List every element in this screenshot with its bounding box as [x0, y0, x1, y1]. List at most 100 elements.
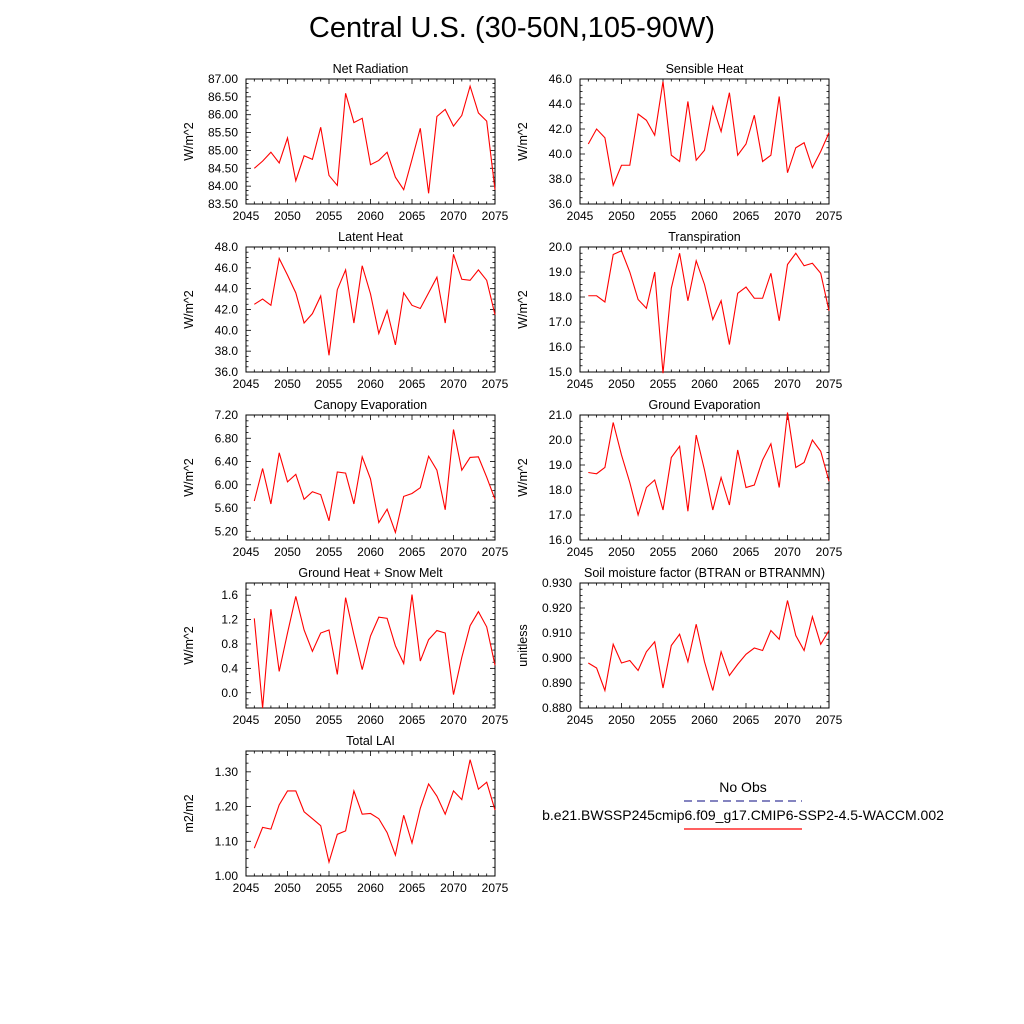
- y-axis-label: unitless: [516, 624, 530, 666]
- x-tick-label: 2065: [733, 377, 760, 391]
- x-tick-label: 2050: [608, 377, 635, 391]
- x-tick-label: 2060: [357, 377, 384, 391]
- x-tick-label: 2060: [357, 881, 384, 895]
- x-tick-label: 2055: [316, 881, 343, 895]
- x-tick-label: 2045: [567, 545, 594, 559]
- y-tick-label: 85.00: [208, 143, 238, 157]
- x-tick-label: 2045: [233, 881, 260, 895]
- y-tick-label: 38.0: [549, 172, 573, 186]
- x-tick-label: 2045: [233, 377, 260, 391]
- x-tick-label: 2055: [316, 377, 343, 391]
- x-tick-label: 2075: [482, 209, 509, 223]
- x-tick-label: 2050: [274, 713, 301, 727]
- y-tick-label: 18.0: [549, 290, 573, 304]
- y-tick-label: 36.0: [549, 197, 573, 211]
- series-line: [253, 84, 496, 194]
- y-tick-label: 36.0: [215, 365, 239, 379]
- legend-label-no-obs: No Obs: [719, 779, 767, 795]
- y-tick-label: 0.880: [542, 701, 572, 715]
- plot-frame: [579, 78, 830, 205]
- x-tick-label: 2070: [774, 713, 801, 727]
- series-line: [588, 412, 830, 518]
- y-tick-label: 1.20: [215, 800, 239, 814]
- y-tick-label: 38.0: [215, 344, 239, 358]
- chart-panel-2: Sensible Heat W/m^2 2045 2050 2055 2060 2065 20…: [516, 62, 843, 223]
- series-line: [254, 254, 496, 356]
- y-tick-label: 7.20: [215, 408, 239, 422]
- x-tick-label: 2045: [567, 209, 594, 223]
- y-tick-label: 0.890: [542, 676, 572, 690]
- chart-title: Total LAI: [346, 734, 395, 748]
- y-tick-label: 1.10: [215, 834, 239, 848]
- y-tick-label: 42.0: [549, 122, 573, 136]
- y-tick-label: 6.40: [215, 455, 239, 469]
- x-tick-label: 2050: [608, 713, 635, 727]
- x-tick-label: 2045: [567, 713, 594, 727]
- x-tick-label: 2050: [608, 209, 635, 223]
- y-tick-label: 16.0: [549, 340, 573, 354]
- chart-panel-3: Latent Heat W/m^2 2045 2050 2055 2060 2065 2070…: [182, 230, 509, 391]
- y-tick-label: 18.0: [549, 483, 573, 497]
- x-tick-label: 2050: [274, 545, 301, 559]
- page-title: Central U.S. (30-50N,105-90W): [308, 12, 716, 44]
- x-tick-label: 2055: [316, 545, 343, 559]
- x-tick-label: 2075: [816, 377, 843, 391]
- x-tick-label: 2045: [567, 377, 594, 391]
- y-tick-label: 16.0: [549, 533, 573, 547]
- y-tick-label: 86.00: [208, 108, 238, 122]
- y-axis-label: W/m^2: [182, 122, 196, 161]
- y-tick-label: 0.0: [221, 686, 238, 700]
- y-tick-label: 86.50: [208, 90, 238, 104]
- legend-line-no-obs: [684, 800, 802, 802]
- y-axis-label: W/m^2: [182, 290, 196, 329]
- y-tick-label: 17.0: [549, 508, 573, 522]
- y-tick-label: 83.50: [208, 197, 238, 211]
- chart-panel-9: Total LAI m2/m2 2045 2050 2055 2060 2065 2070 20…: [182, 734, 509, 895]
- x-tick-label: 2055: [650, 209, 677, 223]
- chart-title: Transpiration: [668, 230, 741, 244]
- chart-panel-8: Soil moisture factor (BTRAN or BTRANMN) u…: [516, 566, 843, 727]
- x-tick-label: 2050: [274, 209, 301, 223]
- x-tick-label: 2055: [650, 713, 677, 727]
- y-tick-label: 85.50: [208, 126, 238, 140]
- series-line: [587, 81, 830, 188]
- y-axis-label: W/m^2: [182, 626, 196, 665]
- y-axis-label: W/m^2: [516, 458, 530, 497]
- y-tick-label: 48.0: [215, 240, 239, 254]
- chart-title: Latent Heat: [338, 230, 403, 244]
- chart-panel-1: Net Radiation W/m^2 2045 2050 2055 2060 2065 20…: [182, 62, 509, 223]
- plot-frame: [579, 414, 830, 541]
- y-tick-label: 44.0: [215, 282, 239, 296]
- plot-frame: [579, 246, 830, 373]
- y-tick-label: 19.0: [549, 265, 573, 279]
- x-tick-label: 2065: [399, 881, 426, 895]
- y-tick-label: 21.0: [549, 408, 573, 422]
- x-tick-label: 2050: [274, 377, 301, 391]
- x-tick-label: 2060: [357, 713, 384, 727]
- x-tick-label: 2055: [316, 209, 343, 223]
- chart-title: Net Radiation: [333, 62, 409, 76]
- x-tick-label: 2060: [691, 209, 718, 223]
- x-tick-label: 2055: [650, 545, 677, 559]
- series-line: [253, 429, 496, 535]
- y-tick-label: 40.0: [215, 323, 239, 337]
- chart-title: Sensible Heat: [666, 62, 744, 76]
- y-tick-label: 44.0: [549, 97, 573, 111]
- plot-frame: [245, 78, 496, 205]
- plot-frame: [579, 582, 830, 709]
- legend-line-run: [684, 828, 802, 830]
- y-axis-label: W/m^2: [516, 290, 530, 329]
- x-tick-label: 2075: [482, 545, 509, 559]
- y-axis-label: m2/m2: [182, 794, 196, 832]
- x-tick-label: 2065: [399, 377, 426, 391]
- x-tick-label: 2075: [816, 209, 843, 223]
- x-tick-label: 2060: [691, 377, 718, 391]
- y-tick-label: 1.2: [221, 613, 238, 627]
- x-tick-label: 2050: [608, 545, 635, 559]
- x-tick-label: 2065: [399, 713, 426, 727]
- y-tick-label: 84.00: [208, 179, 238, 193]
- x-tick-label: 2065: [733, 545, 760, 559]
- y-tick-label: 0.8: [221, 637, 238, 651]
- x-tick-label: 2075: [482, 881, 509, 895]
